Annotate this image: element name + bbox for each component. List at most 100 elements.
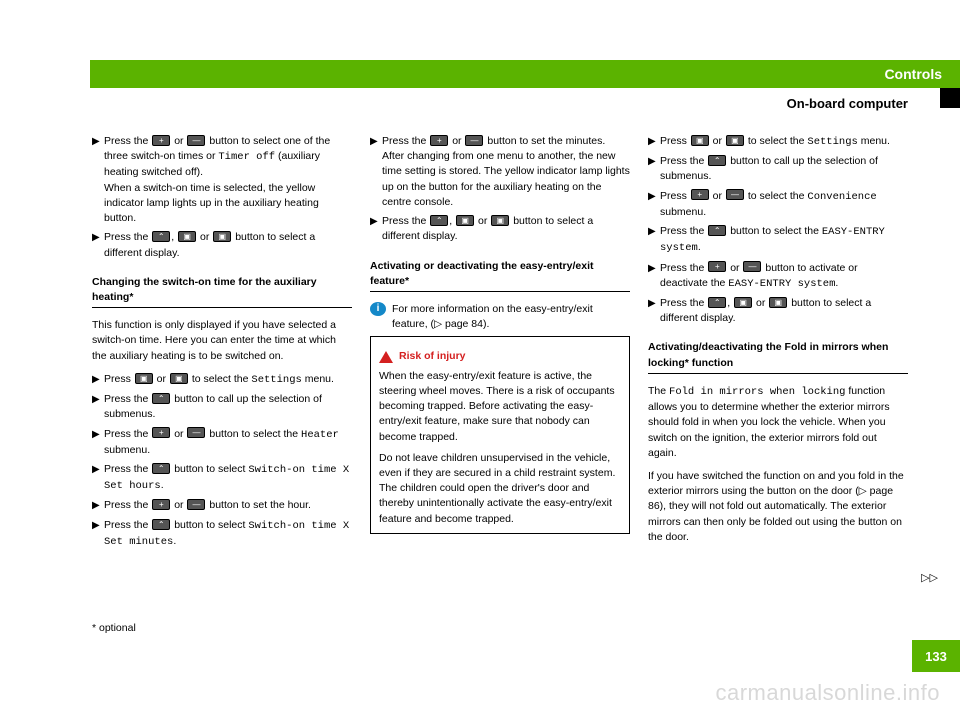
list-item: ▶ Press the + or — button to activate or… [648,261,908,292]
list-item: ▶ Press + or — to select the Convenience… [648,189,908,220]
list-text: Press the ⌃ button to select Switch-on t… [104,462,352,494]
plus-icon: + [708,261,726,272]
list-item: ▶ Press the ⌃, ▣ or ▣ button to select a… [648,296,908,326]
bullet-marker: ▶ [92,462,104,494]
page-number: 133 [912,640,960,672]
list-text: Press the ⌃ button to call up the select… [660,154,908,184]
list-text: Press the ⌃ button to call up the select… [104,392,352,422]
back-icon: ▣ [491,215,509,226]
list-item: ▶ Press the ⌃ button to select the EASY-… [648,224,908,256]
body-text: This function is only displayed if you h… [92,318,352,364]
back-icon: ▣ [170,373,188,384]
up-icon: ⌃ [152,463,170,474]
list-text: Press the + or — button to select one of… [104,134,352,226]
list-text: Press the + or — button to activate or d… [660,261,908,292]
up-icon: ⌃ [152,393,170,404]
back-icon: ▣ [726,135,744,146]
bullet-marker: ▶ [370,134,382,210]
minus-icon: — [743,261,761,272]
list-text: Press ▣ or ▣ to select the Settings menu… [104,372,352,388]
fwd-icon: ▣ [135,373,153,384]
list-text: Press the ⌃, ▣ or ▣ button to select a d… [382,214,630,244]
section-rule [648,373,908,374]
warning-paragraph: Do not leave children unsupervised in th… [379,451,621,527]
list-item: ▶ Press the ⌃, ▣ or ▣ button to select a… [370,214,630,244]
bullet-marker: ▶ [648,296,660,326]
plus-icon: + [152,427,170,438]
list-item: ▶ Press the ⌃, ▣ or ▣ button to select a… [92,230,352,260]
warning-title: Risk of injury [399,349,466,364]
list-item: ▶ Press ▣ or ▣ to select the Settings me… [92,372,352,388]
optional-note: * optional [92,622,136,634]
list-item: ▶ Press the + or — button to set the hou… [92,498,352,514]
minus-icon: — [726,189,744,200]
corner-tab [940,88,960,108]
section-subtitle: On-board computer [787,96,908,111]
content-columns: ▶ Press the + or — button to select one … [92,134,908,554]
section-heading: Activating/deactivating the Fold in mirr… [648,340,908,370]
header-title: Controls [884,66,942,82]
up-icon: ⌃ [152,519,170,530]
up-icon: ⌃ [708,297,726,308]
section-heading: Changing the switch-on time for the auxi… [92,275,352,305]
minus-icon: — [187,427,205,438]
list-text: Press the + or — button to set the minut… [382,134,630,210]
minus-icon: — [187,499,205,510]
up-icon: ⌃ [152,231,170,242]
list-text: Press the + or — button to set the hour. [104,498,352,514]
up-icon: ⌃ [708,155,726,166]
section-rule [370,291,630,292]
bullet-marker: ▶ [370,214,382,244]
plus-icon: + [691,189,709,200]
warning-triangle-icon [379,351,393,363]
back-icon: ▣ [213,231,231,242]
fwd-icon: ▣ [691,135,709,146]
plus-icon: + [152,499,170,510]
list-text: Press ▣ or ▣ to select the Settings menu… [660,134,908,150]
list-item: ▶ Press the + or — button to select one … [92,134,352,226]
column-2: ▶ Press the + or — button to set the min… [370,134,630,554]
minus-icon: — [465,135,483,146]
fwd-icon: ▣ [456,215,474,226]
bullet-marker: ▶ [92,134,104,226]
info-note: i For more information on the easy-entry… [370,302,630,332]
list-text: Press the ⌃, ▣ or ▣ button to select a d… [660,296,908,326]
bullet-marker: ▶ [92,518,104,550]
list-text: Press the ⌃ button to select Switch-on t… [104,518,352,550]
list-item: ▶ Press the ⌃ button to select Switch-on… [92,518,352,550]
column-3: ▶ Press ▣ or ▣ to select the Settings me… [648,134,908,554]
info-icon: i [370,302,386,316]
bullet-marker: ▶ [648,261,660,292]
up-icon: ⌃ [708,225,726,236]
body-text: If you have switched the function on and… [648,469,908,545]
body-text: The Fold in mirrors when locking functio… [648,384,908,461]
back-icon: ▣ [769,297,787,308]
list-item: ▶ Press the ⌃ button to call up the sele… [92,392,352,422]
list-item: ▶ Press ▣ or ▣ to select the Settings me… [648,134,908,150]
warning-header: Risk of injury [379,349,621,364]
list-text: Press the ⌃ button to select the EASY-EN… [660,224,908,256]
plus-icon: + [430,135,448,146]
minus-icon: — [187,135,205,146]
plus-icon: + [152,135,170,146]
bullet-marker: ▶ [648,224,660,256]
section-rule [92,307,352,308]
watermark: carmanualsonline.info [715,680,940,706]
warning-box: Risk of injury When the easy-entry/exit … [370,336,630,533]
list-item: ▶ Press the + or — button to set the min… [370,134,630,210]
up-icon: ⌃ [430,215,448,226]
bullet-marker: ▶ [92,372,104,388]
bullet-marker: ▶ [92,230,104,260]
list-item: ▶ Press the ⌃ button to select Switch-on… [92,462,352,494]
list-item: ▶ Press the ⌃ button to call up the sele… [648,154,908,184]
bullet-marker: ▶ [648,189,660,220]
header-band: Controls [90,60,960,88]
info-text: For more information on the easy-entry/e… [392,302,630,332]
bullet-marker: ▶ [648,154,660,184]
section-heading: Activating or deactivating the easy-entr… [370,259,630,289]
list-text: Press the + or — button to select the He… [104,427,352,458]
column-1: ▶ Press the + or — button to select one … [92,134,352,554]
bullet-marker: ▶ [92,427,104,458]
bullet-marker: ▶ [92,392,104,422]
fwd-icon: ▣ [178,231,196,242]
